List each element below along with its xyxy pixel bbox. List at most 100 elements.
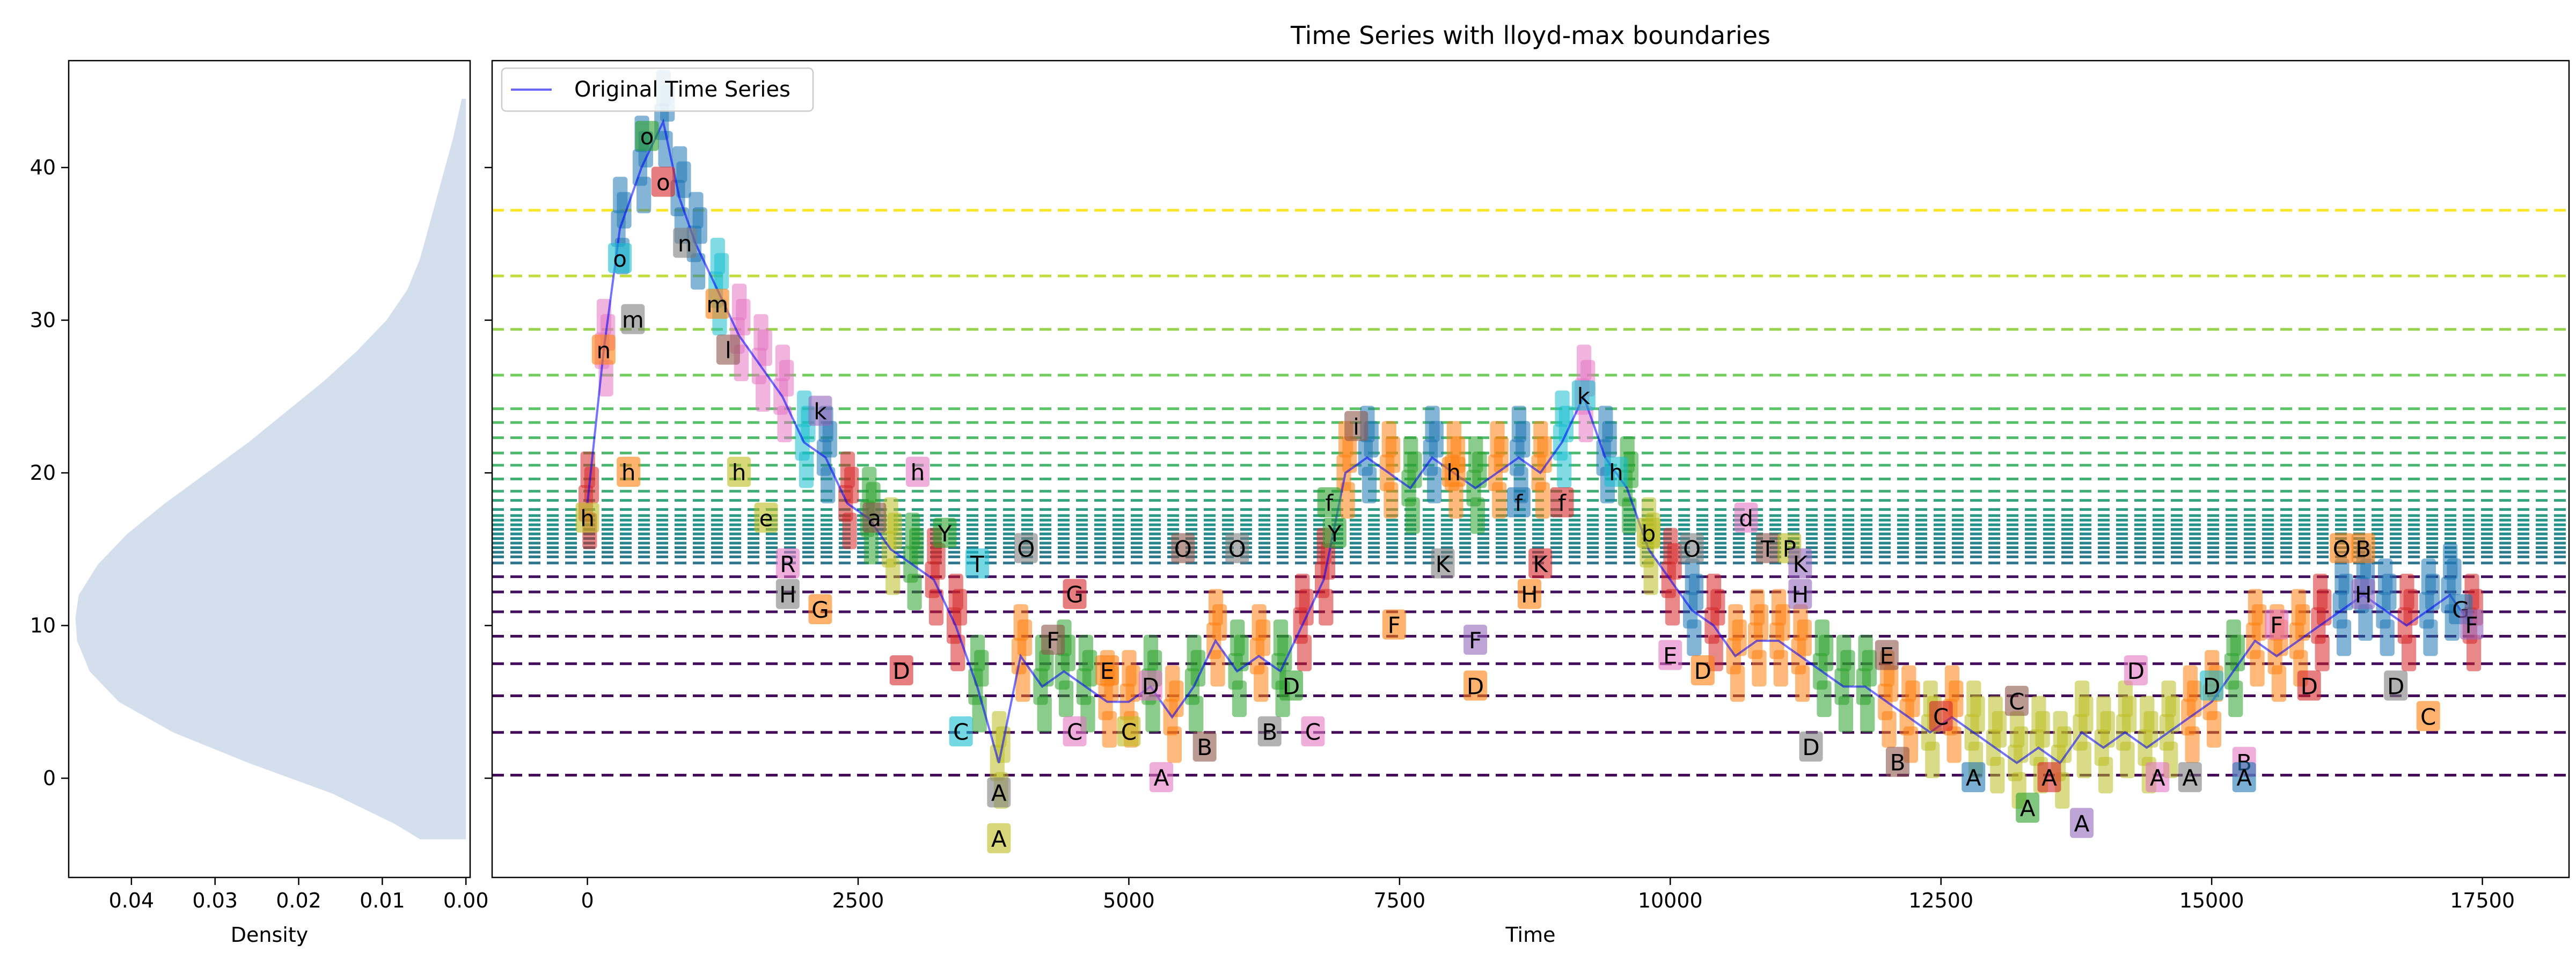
band-segment <box>757 329 772 366</box>
band-segment <box>2014 726 2029 763</box>
symbol-label: O <box>2333 536 2351 562</box>
band-segment <box>1189 696 1204 733</box>
band-segment <box>822 421 837 458</box>
band-segment <box>2100 711 2115 748</box>
symbol-label-box <box>1117 716 1141 747</box>
band-segment <box>799 451 814 488</box>
band-segment <box>779 360 794 397</box>
band-segment <box>636 177 652 214</box>
symbol-label-box <box>808 396 832 426</box>
symbol-label: D <box>893 658 910 684</box>
symbol-label: F <box>1046 627 1059 654</box>
band-segment <box>658 131 673 168</box>
symbol-label-box <box>2037 762 2061 793</box>
symbol-label: B <box>1890 750 1906 776</box>
band-segment <box>1405 497 1420 534</box>
symbol-label: K <box>1533 551 1548 577</box>
symbol-label-box <box>1788 579 1812 609</box>
symbol-label: K <box>1793 551 1809 577</box>
band-segment <box>2401 634 2417 671</box>
symbol-label-box <box>2070 808 2094 838</box>
density-xtick-label: 0.02 <box>276 889 321 912</box>
symbol-label: h <box>621 459 636 486</box>
symbol-label-box <box>617 457 641 487</box>
symbol-label-box <box>673 228 697 258</box>
band-segment <box>1558 406 1574 443</box>
band-segment <box>1470 497 1485 534</box>
symbol-label-box <box>716 334 740 365</box>
symbol-label: A <box>2020 795 2036 822</box>
band-segment <box>1925 741 1940 778</box>
band-segment <box>1602 421 1617 458</box>
band-segment <box>2165 696 2180 733</box>
symbol-label-box <box>1279 670 1304 701</box>
symbol-label-box <box>1382 609 1406 640</box>
band-segment <box>2315 634 2330 671</box>
band-segment <box>1362 466 1377 503</box>
density-xtick-label: 0.01 <box>360 889 405 912</box>
timeseries-xtick-label: 12500 <box>1908 889 1973 912</box>
band-segment <box>1970 696 1985 733</box>
boundary-lines <box>492 209 2569 777</box>
band-segment <box>1340 482 1355 519</box>
symbol-label: O <box>1683 536 1701 562</box>
symbol-label: h <box>1446 459 1461 486</box>
density-panel: 0.04 0.03 0.02 0.01 0.00 0 10 20 30 40 Density <box>30 60 489 947</box>
symbol-label: n <box>597 338 611 364</box>
density-panel-frame <box>68 60 471 879</box>
density-xtick-label: 0.03 <box>192 889 238 912</box>
band-segment <box>1665 589 1680 626</box>
symbol-label-box <box>621 304 645 334</box>
symbol-label-box <box>808 594 832 625</box>
band-segment <box>1643 558 1658 595</box>
symbol-label: C <box>1305 719 1321 745</box>
timeseries-xtick-label: 17500 <box>2450 889 2515 912</box>
band-segment <box>2317 589 2332 626</box>
band-segment <box>1557 451 1572 488</box>
band-segment <box>2079 696 2094 733</box>
band-segment <box>1407 451 1422 488</box>
symbol-label-box <box>1962 762 1986 793</box>
symbol-label-box <box>1171 533 1195 564</box>
band-segment <box>714 253 729 290</box>
symbol-label-box <box>775 548 800 579</box>
density-ytick-label: 0 <box>43 766 56 790</box>
symbol-label-box <box>862 502 887 533</box>
band-segment <box>1946 726 1962 763</box>
symbol-label-box <box>2016 792 2040 823</box>
symbol-label-box <box>889 655 913 685</box>
symbol-label: C <box>2009 689 2024 715</box>
band-segment <box>1797 619 1812 656</box>
symbol-label-box <box>2232 762 2256 793</box>
symbol-label: T <box>970 551 984 577</box>
symbol-label: A <box>2182 765 2198 791</box>
symbol-label-box <box>2330 533 2354 564</box>
band-segment <box>928 589 944 626</box>
symbol-label-box <box>775 579 800 609</box>
symbol-label: i <box>1353 414 1359 440</box>
band-segment <box>2447 558 2462 595</box>
symbol-label: H <box>779 582 796 608</box>
symbol-label-box <box>2384 670 2408 701</box>
band-segment <box>1169 680 1184 718</box>
band-segment <box>885 558 901 595</box>
symbol-label-box <box>1063 716 1087 747</box>
timeseries-panel-frame <box>491 60 2570 879</box>
band-segment <box>950 634 965 671</box>
symbol-label: k <box>1577 383 1591 409</box>
band-segment <box>1058 680 1074 718</box>
timeseries-xtick-label: 7500 <box>1373 889 1425 912</box>
band-segment <box>2425 574 2440 611</box>
band-segment <box>1492 482 1507 519</box>
symbol-label-box <box>949 716 973 747</box>
legend-entry: Original Time Series <box>574 77 791 102</box>
band-segment <box>1819 634 1834 671</box>
symbol-label: o <box>613 246 627 272</box>
symbol-label-box <box>651 166 675 197</box>
band-segment <box>2380 619 2395 656</box>
band-segment <box>2271 665 2287 702</box>
symbol-label: G <box>1066 582 1084 608</box>
symbol-label-box <box>1886 747 1910 777</box>
symbol-label: O <box>1228 536 1246 562</box>
symbol-label: C <box>953 719 969 745</box>
